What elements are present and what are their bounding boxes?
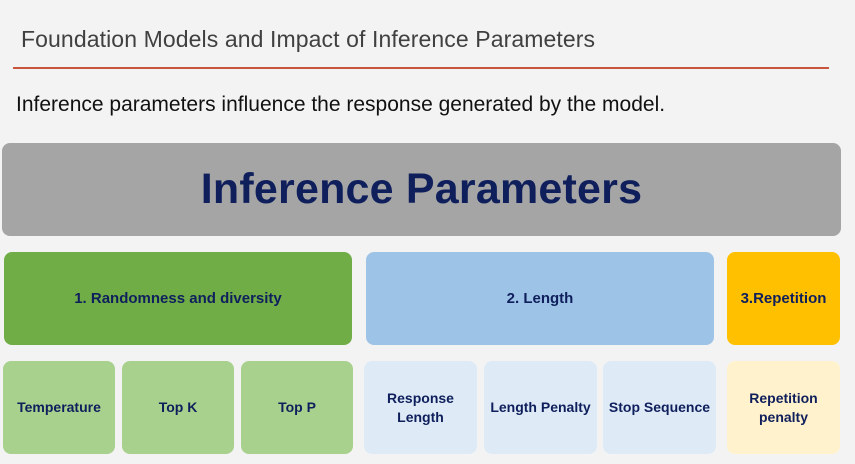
category-repetition: 3.Repetition bbox=[727, 252, 840, 345]
param-stop-sequence: Stop Sequence bbox=[603, 361, 716, 454]
param-label: Top K bbox=[158, 399, 198, 415]
category-label: 3.Repetition bbox=[740, 290, 827, 307]
param-label: Length Penalty bbox=[490, 399, 591, 415]
banner-label: Inference Parameters bbox=[200, 165, 643, 213]
param-top-k: Top K bbox=[122, 361, 234, 454]
param-repetition-penalty: Repetition penalty bbox=[727, 361, 840, 454]
param-label: Stop Sequence bbox=[608, 399, 711, 415]
slide-title: Foundation Models and Impact of Inferenc… bbox=[21, 26, 596, 52]
param-top-p: Top P bbox=[241, 361, 353, 454]
param-label: Top P bbox=[278, 399, 316, 415]
param-label: Temperature bbox=[17, 399, 101, 415]
inference-parameters-banner: Inference Parameters bbox=[2, 143, 841, 236]
param-temperature: Temperature bbox=[3, 361, 115, 454]
param-label: Response Length bbox=[387, 389, 454, 425]
param-length-penalty: Length Penalty bbox=[484, 361, 597, 454]
category-label: 2. Length bbox=[506, 290, 574, 307]
category-randomness-diversity: 1. Randomness and diversity bbox=[4, 252, 352, 345]
param-response-length: Response Length bbox=[364, 361, 477, 454]
intro-text: Inference parameters influence the respo… bbox=[16, 93, 666, 116]
param-label: Repetition penalty bbox=[749, 389, 818, 425]
title-divider bbox=[13, 67, 829, 69]
category-label: 1. Randomness and diversity bbox=[74, 290, 282, 307]
category-length: 2. Length bbox=[366, 252, 714, 345]
